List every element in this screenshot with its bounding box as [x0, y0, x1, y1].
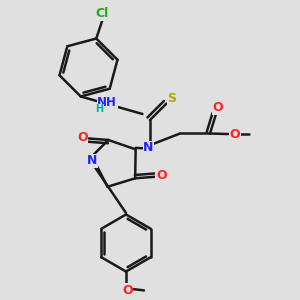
Text: O: O — [230, 128, 240, 141]
Text: N: N — [87, 154, 97, 167]
Text: O: O — [122, 284, 133, 297]
Text: O: O — [156, 169, 166, 182]
Text: S: S — [167, 92, 176, 106]
Text: O: O — [212, 101, 223, 115]
Text: H: H — [96, 104, 104, 114]
Text: NH: NH — [97, 96, 117, 109]
Text: O: O — [77, 131, 88, 144]
Text: Cl: Cl — [96, 8, 109, 20]
Text: N: N — [143, 141, 154, 154]
